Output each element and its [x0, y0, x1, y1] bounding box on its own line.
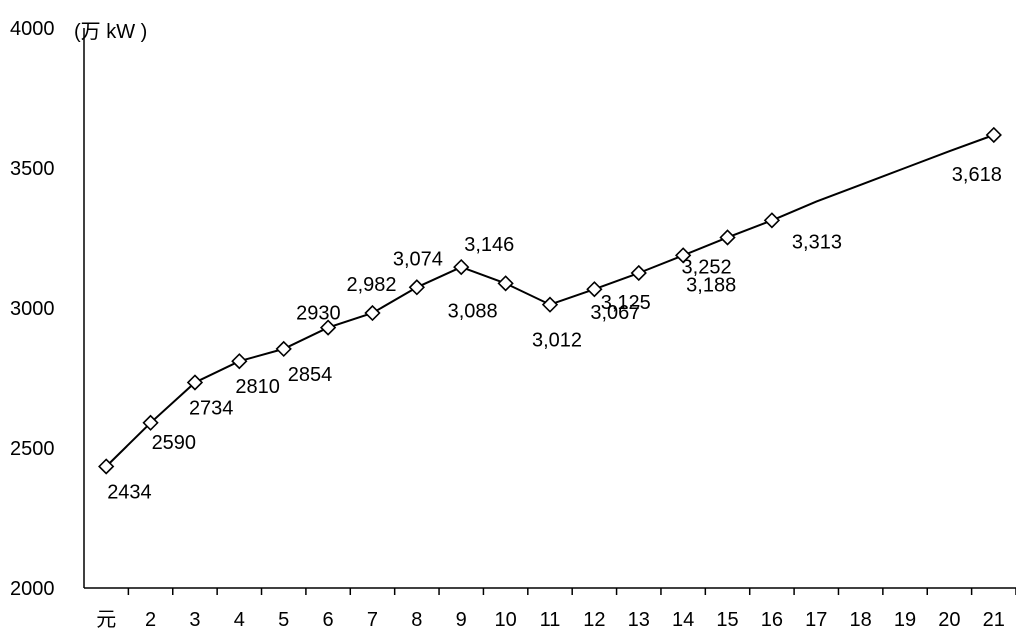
data-label: 3,125 [601, 292, 651, 314]
data-label: 3,313 [792, 231, 842, 253]
x-tick-label: 5 [278, 609, 289, 630]
data-point-marker [364, 304, 381, 322]
data-point-marker [497, 275, 514, 292]
data-label: 3,088 [448, 300, 498, 322]
data-label: 3,074 [393, 248, 443, 270]
data-label: 2590 [152, 432, 197, 454]
data-label: 3,146 [464, 234, 514, 256]
data-point-marker [586, 281, 603, 298]
x-tick-label: 19 [894, 609, 916, 630]
x-tick-label: 2 [145, 609, 156, 630]
x-tick-label: 12 [583, 609, 605, 630]
y-tick-label: 3000 [10, 298, 55, 320]
y-tick-labels: 2000 2500 3000 3500 4000 [10, 18, 55, 600]
data-label: 3,067 [590, 302, 640, 324]
data-point-marker [231, 353, 248, 370]
y-tick-label: 2000 [10, 578, 55, 600]
data-label: 2434 [107, 481, 152, 503]
x-tick-label: 13 [628, 609, 650, 630]
x-tick-label: 11 [540, 609, 561, 630]
data-label: 3,252 [682, 256, 732, 278]
x-tick-label: 17 [805, 609, 827, 630]
data-point-marker [453, 258, 470, 276]
data-point-marker [763, 212, 781, 229]
data-point-marker [319, 319, 337, 336]
data-point-marker [186, 374, 204, 391]
x-tick-label: 10 [494, 609, 516, 630]
y-tick-label: 3500 [10, 158, 55, 180]
x-tick-label: 20 [938, 609, 960, 630]
data-point-marker [98, 458, 115, 475]
x-tick-label: 21 [983, 609, 1005, 630]
x-tick-label: 16 [761, 609, 783, 630]
x-tick-label: 元 [96, 609, 116, 630]
y-tick-label: 4000 [10, 18, 55, 40]
y-tick-label: 2500 [10, 438, 55, 460]
data-point-marker [408, 279, 425, 296]
x-tick-labels: 元 2 3 4 5 6 7 8 9 10 11 12 13 14 15 16 17 18 19 20 21 [96, 609, 1005, 630]
data-point-marker [275, 340, 292, 358]
data-label: 2,982 [346, 274, 396, 296]
data-label: 2854 [288, 364, 333, 386]
data-label: 3,012 [532, 330, 582, 352]
data-label: 3,618 [952, 164, 1002, 186]
y-unit-label: (万 kW ) [74, 21, 147, 43]
data-point-marker [675, 247, 692, 264]
data-point-marker [541, 296, 559, 313]
x-tick-label: 3 [189, 609, 200, 630]
data-point-marker [985, 126, 1002, 144]
data-point-marker [719, 229, 736, 246]
x-tick-label: 4 [234, 609, 245, 630]
x-tick-label: 7 [367, 609, 378, 630]
tick-marks [127, 588, 1016, 595]
data-label: 2930 [296, 303, 341, 325]
x-tick-label: 15 [716, 609, 738, 630]
data-label: 2810 [235, 376, 279, 398]
x-tick-label: 18 [850, 609, 872, 630]
x-tick-label: 14 [672, 609, 694, 630]
data-point-marker [630, 264, 647, 282]
x-tick-label: 9 [456, 609, 467, 630]
x-tick-label: 8 [411, 609, 422, 630]
axes [83, 28, 1016, 589]
data-label: 3,188 [686, 274, 736, 296]
series-markers [98, 126, 1002, 475]
data-label: 2734 [189, 397, 234, 419]
x-tick-label: 6 [323, 609, 334, 630]
data-point-marker [142, 414, 159, 431]
